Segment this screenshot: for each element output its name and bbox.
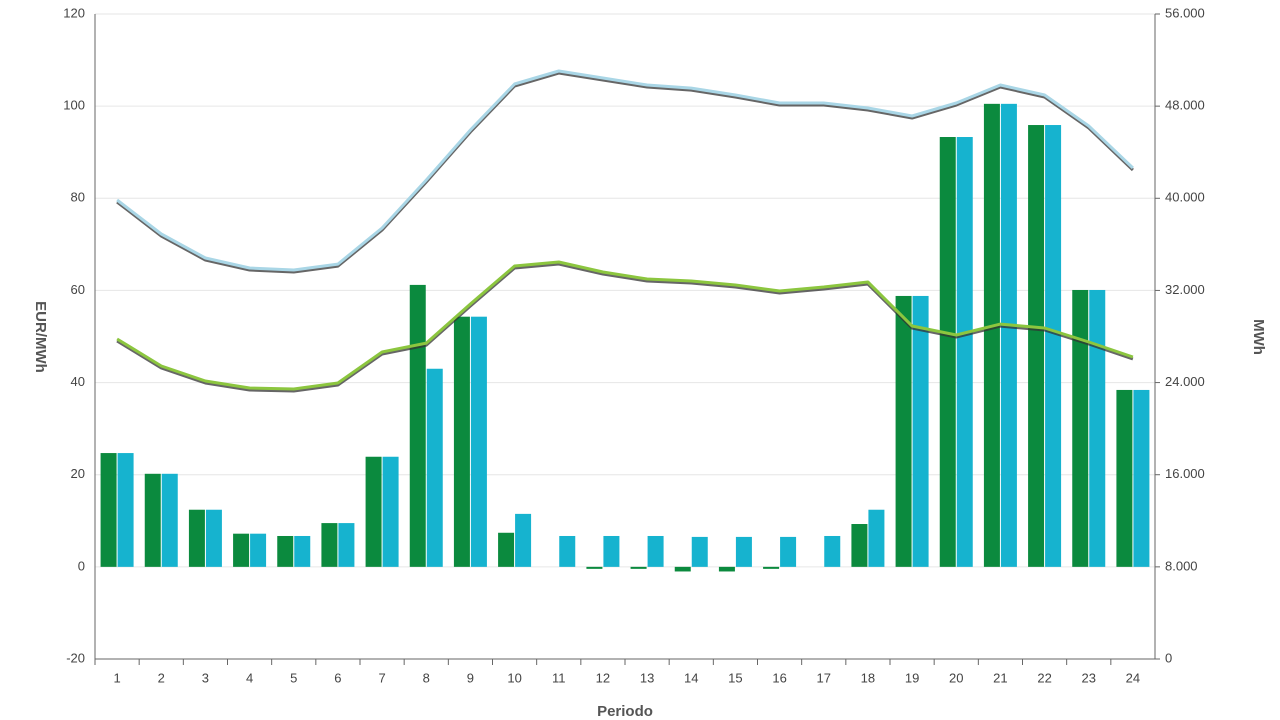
bar (956, 137, 973, 567)
x-tick-label: 17 (817, 670, 831, 685)
bar (409, 284, 426, 567)
line (116, 69, 1134, 272)
bar (603, 535, 620, 567)
bar (780, 536, 797, 567)
line-shadow (116, 262, 1134, 393)
x-tick-label: 19 (905, 670, 919, 685)
y2-tick-label: 32.000 (1165, 282, 1205, 297)
y-tick-label: 60 (71, 282, 85, 297)
x-tick-label: 12 (596, 670, 610, 685)
y-tick-label: 20 (71, 466, 85, 481)
x-tick-label: 13 (640, 670, 654, 685)
x-tick-label: 11 (552, 670, 566, 685)
y-tick-label: -20 (66, 650, 85, 665)
bar (983, 103, 1000, 567)
x-tick-label: 7 (378, 670, 385, 685)
bar (1045, 125, 1062, 567)
x-tick-label: 22 (1037, 670, 1051, 685)
bar (939, 137, 956, 567)
bar (1000, 103, 1017, 567)
bar (515, 513, 532, 567)
x-tick-label: 18 (861, 670, 875, 685)
x-axis-title: Periodo (597, 703, 653, 720)
bar (161, 473, 178, 567)
y2-axis-title: MWh (1250, 319, 1267, 355)
y2-tick-label: 56.000 (1165, 5, 1205, 20)
bar (1116, 389, 1133, 567)
x-tick-label: 24 (1126, 670, 1140, 685)
bar (426, 368, 443, 567)
bar (205, 509, 222, 567)
y-tick-label: 100 (63, 98, 85, 113)
bar (365, 456, 382, 567)
x-tick-label: 14 (684, 670, 698, 685)
bar (338, 523, 355, 567)
x-tick-label: 23 (1082, 670, 1096, 685)
bar (1133, 389, 1150, 567)
y2-tick-label: 24.000 (1165, 374, 1205, 389)
x-tick-label: 5 (290, 670, 297, 685)
y2-tick-label: 48.000 (1165, 98, 1205, 113)
bar (470, 316, 487, 567)
bar (718, 566, 735, 572)
bar (895, 295, 912, 567)
x-tick-label: 20 (949, 670, 963, 685)
bar (233, 533, 250, 567)
bar (382, 456, 399, 567)
bar (559, 535, 576, 567)
line-shadow (116, 71, 1134, 274)
bar (851, 524, 868, 567)
bar (763, 566, 780, 569)
bar (1072, 289, 1089, 567)
bar (188, 509, 205, 567)
x-tick-label: 21 (993, 670, 1007, 685)
x-tick-label: 2 (158, 670, 165, 685)
bar (630, 566, 647, 569)
bar (321, 523, 338, 567)
bar (735, 536, 752, 567)
x-tick-label: 9 (467, 670, 474, 685)
bar (868, 509, 885, 567)
bar (117, 453, 134, 567)
bar (691, 536, 708, 567)
x-tick-label: 10 (507, 670, 521, 685)
y-tick-label: 0 (78, 558, 85, 573)
bar (647, 535, 664, 567)
bar (824, 535, 841, 567)
bar (277, 535, 294, 567)
y2-tick-label: 40.000 (1165, 190, 1205, 205)
bar (1089, 289, 1106, 567)
bar (498, 532, 515, 567)
bar (294, 535, 311, 567)
bar (453, 316, 470, 567)
bar (144, 473, 161, 567)
y-axis-title: EUR/MWh (32, 301, 49, 373)
y2-tick-label: 8.000 (1165, 558, 1198, 573)
x-tick-label: 16 (772, 670, 786, 685)
bar (912, 295, 929, 567)
y2-tick-label: 16.000 (1165, 466, 1205, 481)
y-tick-label: 80 (71, 190, 85, 205)
bar (100, 453, 117, 567)
x-tick-label: 6 (334, 670, 341, 685)
bar (586, 566, 603, 569)
x-tick-label: 1 (113, 670, 120, 685)
x-tick-label: 4 (246, 670, 253, 685)
bar (1028, 125, 1045, 567)
bar (674, 566, 691, 572)
line (116, 260, 1134, 391)
x-tick-label: 15 (728, 670, 742, 685)
y2-tick-label: 0 (1165, 650, 1172, 665)
y-tick-label: 40 (71, 374, 85, 389)
x-tick-label: 3 (202, 670, 209, 685)
y-tick-label: 120 (63, 5, 85, 20)
bar (250, 533, 267, 567)
x-tick-label: 8 (423, 670, 430, 685)
